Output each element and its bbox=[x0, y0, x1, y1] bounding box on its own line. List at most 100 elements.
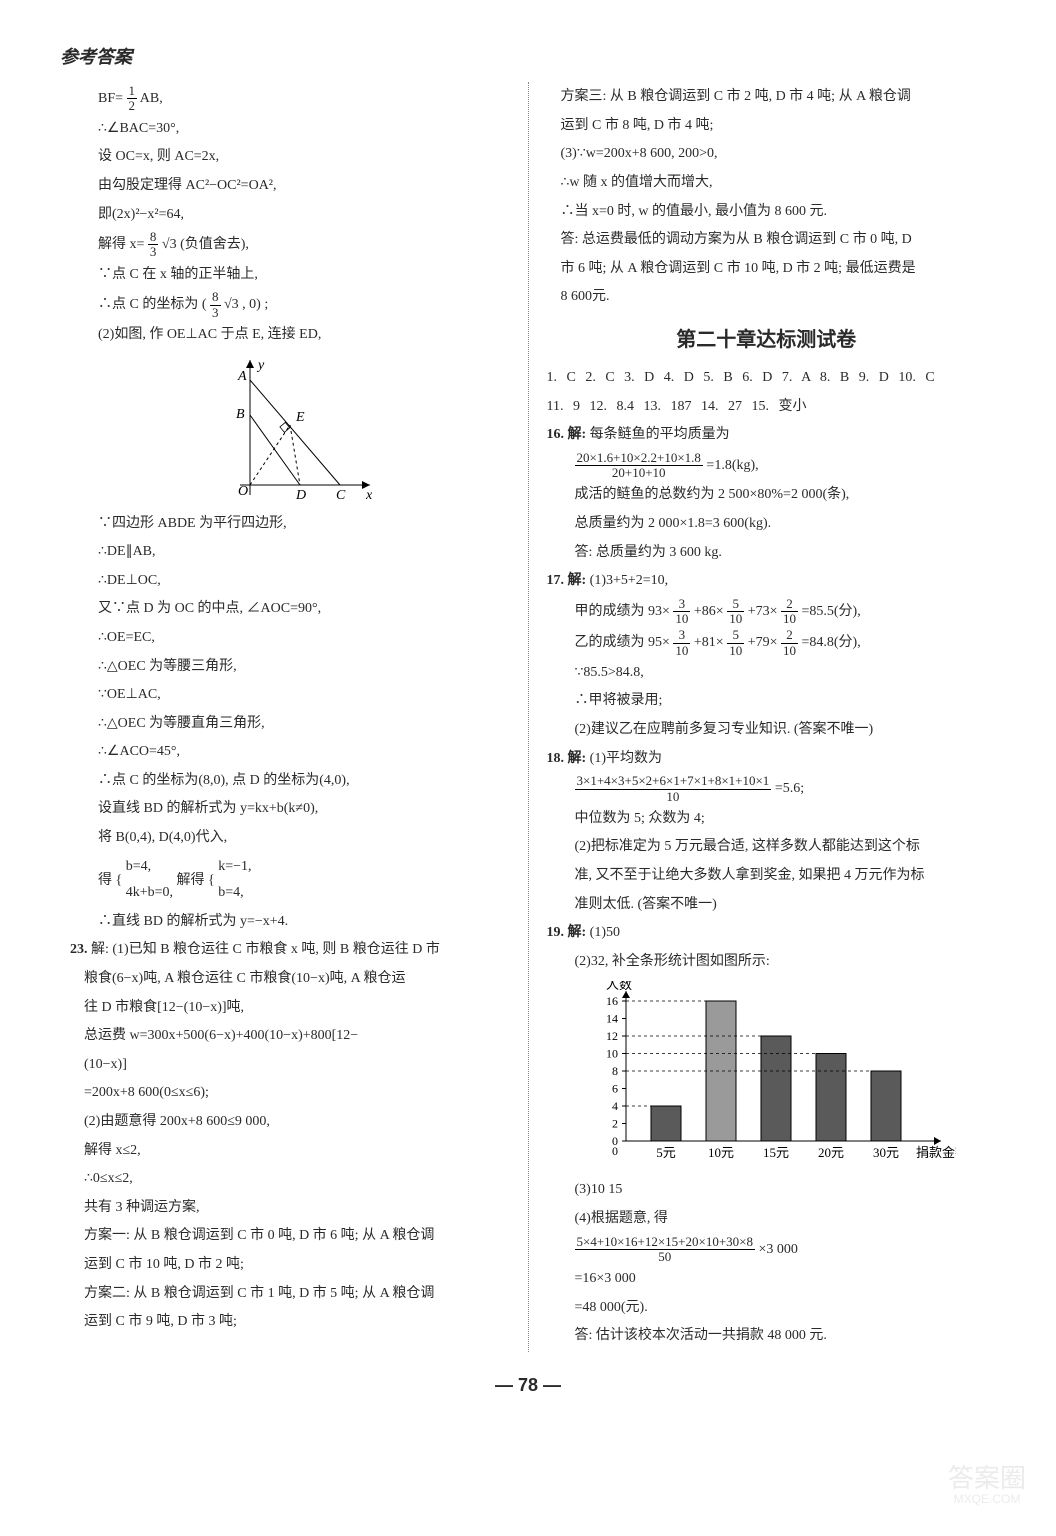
question-number: 17. 解: bbox=[547, 573, 587, 588]
text-line: 解得 x≤2, bbox=[70, 1138, 510, 1165]
text-line: ∵85.5>84.8, bbox=[547, 660, 987, 687]
text-line: ∴DE∥AB, bbox=[70, 539, 510, 566]
txt: √3 (负值舍去), bbox=[162, 237, 249, 252]
svg-text:2: 2 bbox=[612, 1117, 618, 1131]
text-line: 答: 估计该校本次活动一共捐款 48 000 元. bbox=[547, 1323, 987, 1350]
txt: =5.6; bbox=[775, 781, 804, 796]
content-columns: BF= 12 AB, ∴∠BAC=30°, 设 OC=x, 则 AC=2x, 由… bbox=[60, 82, 996, 1352]
fraction: 510 bbox=[727, 597, 744, 627]
text-line: ∴∠ACO=45°, bbox=[70, 739, 510, 766]
fraction: 210 bbox=[781, 597, 798, 627]
txt: ∴点 C 的坐标为 ( bbox=[98, 297, 207, 312]
text-line: 8 600元. bbox=[547, 284, 987, 311]
text-line: (2)建议乙在应聘前多复习专业知识. (答案不唯一) bbox=[547, 717, 987, 744]
text-line: 市 6 吨; 从 A 粮仓调运到 C 市 10 吨, D 市 2 吨; 最低运费… bbox=[547, 256, 987, 283]
svg-text:C: C bbox=[336, 488, 346, 503]
page-number: — 78 — bbox=[60, 1368, 996, 1402]
text-line: =200x+8 600(0≤x≤6); bbox=[70, 1080, 510, 1107]
txt: =85.5(分), bbox=[802, 604, 861, 619]
bar-chart: 人数02468101214165元10元15元20元30元捐款金额0 bbox=[576, 981, 956, 1171]
svg-text:y: y bbox=[256, 358, 265, 373]
text-line: ∴当 x=0 时, w 的值最小, 最小值为 8 600 元. bbox=[547, 199, 987, 226]
txt: ×3 000 bbox=[758, 1242, 797, 1257]
svg-text:人数: 人数 bbox=[606, 981, 632, 992]
text-line: 方案二: 从 B 粮仓调运到 C 市 1 吨, D 市 5 吨; 从 A 粮仓调 bbox=[70, 1281, 510, 1308]
question-number: 23. bbox=[70, 942, 88, 957]
txt: 每条鲢鱼的平均质量为 bbox=[590, 427, 730, 442]
txt: 4k+b=0, bbox=[126, 880, 173, 907]
text-line: (4)根据题意, 得 bbox=[547, 1206, 987, 1233]
text-line: 得 { b=4, 4k+b=0, 解得 { k=−1, b=4, bbox=[70, 854, 510, 907]
txt: BF= bbox=[98, 91, 123, 106]
text-line: 甲的成绩为 93× 310 +86× 510 +73× 210 =85.5(分)… bbox=[547, 597, 987, 627]
text-line: ∴直线 BD 的解析式为 y=−x+4. bbox=[70, 909, 510, 936]
text-line: 5×4+10×16+12×15+20×10+30×850 ×3 000 bbox=[547, 1235, 987, 1265]
text-line: 17. 解: (1)3+5+2=10, bbox=[547, 568, 987, 595]
txt: +73× bbox=[748, 604, 778, 619]
txt: b=4, bbox=[218, 880, 251, 907]
text-line: 设直线 BD 的解析式为 y=kx+b(k≠0), bbox=[70, 796, 510, 823]
svg-text:x: x bbox=[365, 488, 373, 503]
svg-text:20元: 20元 bbox=[818, 1145, 844, 1160]
text-line: 乙的成绩为 95× 310 +81× 510 +79× 210 =84.8(分)… bbox=[547, 628, 987, 658]
text-line: 总运费 w=300x+500(6−x)+400(10−x)+800[12− bbox=[70, 1023, 510, 1050]
text-line: ∵四边形 ABDE 为平行四边形, bbox=[70, 511, 510, 538]
watermark: 答案圈 MXQE.COM bbox=[948, 1464, 1026, 1506]
fraction: 83 bbox=[210, 290, 221, 320]
fraction: 20×1.6+10×2.2+10×1.820+10+10 bbox=[575, 451, 703, 481]
text-line: 运到 C 市 9 吨, D 市 3 吨; bbox=[70, 1309, 510, 1336]
fraction: 310 bbox=[673, 597, 690, 627]
svg-text:0: 0 bbox=[612, 1144, 618, 1158]
text-line: (3)10 15 bbox=[547, 1177, 987, 1204]
txt: =1.8(kg), bbox=[706, 458, 758, 473]
svg-text:8: 8 bbox=[612, 1064, 618, 1078]
svg-text:12: 12 bbox=[606, 1029, 618, 1043]
txt: k=−1, bbox=[218, 854, 251, 881]
text-line: ∴OE=EC, bbox=[70, 625, 510, 652]
text-line: ∴∠BAC=30°, bbox=[70, 116, 510, 143]
txt: +86× bbox=[694, 604, 724, 619]
text-line: (2)把标准定为 5 万元最合适, 这样多数人都能达到这个标 bbox=[547, 834, 987, 861]
text-line: 19. 解: (1)50 bbox=[547, 920, 987, 947]
watermark-line2: MXQE.COM bbox=[948, 1493, 1026, 1506]
txt: 乙的成绩为 95× bbox=[575, 635, 670, 650]
text-line: 又∵点 D 为 OC 的中点, ∠AOC=90°, bbox=[70, 596, 510, 623]
svg-text:捐款金额: 捐款金额 bbox=[916, 1145, 956, 1160]
txt: 甲的成绩为 93× bbox=[575, 604, 670, 619]
text-line: ∴0≤x≤2, bbox=[70, 1166, 510, 1193]
text-line: 方案三: 从 B 粮仓调运到 C 市 2 吨, D 市 4 吨; 从 A 粮仓调 bbox=[547, 84, 987, 111]
text-line: ∴点 C 的坐标为(8,0), 点 D 的坐标为(4,0), bbox=[70, 768, 510, 795]
text-line: (10−x)] bbox=[70, 1052, 510, 1079]
svg-text:16: 16 bbox=[606, 994, 618, 1008]
answer-line: 1. C 2. C 3. D 4. D 5. B 6. D 7. A 8. B … bbox=[547, 365, 987, 392]
text-line: ∴w 随 x 的值增大而增大, bbox=[547, 170, 987, 197]
svg-text:O: O bbox=[238, 484, 248, 499]
text-line: 23. 解: (1)已知 B 粮仓运往 C 市粮食 x 吨, 则 B 粮仓运往 … bbox=[70, 937, 510, 964]
txt: 解: (1)已知 B 粮仓运往 C 市粮食 x 吨, 则 B 粮仓运往 D 市 bbox=[91, 942, 440, 957]
txt: =84.8(分), bbox=[802, 635, 861, 650]
svg-text:B: B bbox=[236, 407, 245, 422]
question-number: 18. 解: bbox=[547, 751, 587, 766]
svg-text:15元: 15元 bbox=[763, 1145, 789, 1160]
text-line: 18. 解: (1)平均数为 bbox=[547, 746, 987, 773]
text-line: 设 OC=x, 则 AC=2x, bbox=[70, 144, 510, 171]
text-line: =48 000(元). bbox=[547, 1295, 987, 1322]
text-line: (2)如图, 作 OE⊥AC 于点 E, 连接 ED, bbox=[70, 322, 510, 349]
fraction: 510 bbox=[727, 628, 744, 658]
watermark-line1: 答案圈 bbox=[948, 1463, 1026, 1493]
txt: (1)平均数为 bbox=[590, 751, 662, 766]
text-line: 3×1+4×3+5×2+6×1+7×1+8×1+10×110 =5.6; bbox=[547, 774, 987, 804]
text-line: 准, 又不至于让绝大多数人拿到奖金, 如果把 4 万元作为标 bbox=[547, 863, 987, 890]
txt: 解得 { bbox=[177, 872, 215, 887]
text-line: (2)32, 补全条形统计图如图所示: bbox=[547, 949, 987, 976]
question-number: 16. 解: bbox=[547, 427, 587, 442]
text-line: 20×1.6+10×2.2+10×1.820+10+10 =1.8(kg), bbox=[547, 451, 987, 481]
geometry-figure: O A B E D C x y bbox=[200, 355, 380, 505]
text-line: 共有 3 种调运方案, bbox=[70, 1195, 510, 1222]
svg-text:5元: 5元 bbox=[656, 1145, 676, 1160]
txt: AB, bbox=[140, 91, 163, 106]
text-line: 成活的鲢鱼的总数约为 2 500×80%=2 000(条), bbox=[547, 482, 987, 509]
svg-text:D: D bbox=[295, 488, 306, 503]
text-line: 运到 C 市 10 吨, D 市 2 吨; bbox=[70, 1252, 510, 1279]
text-line: 中位数为 5; 众数为 4; bbox=[547, 806, 987, 833]
